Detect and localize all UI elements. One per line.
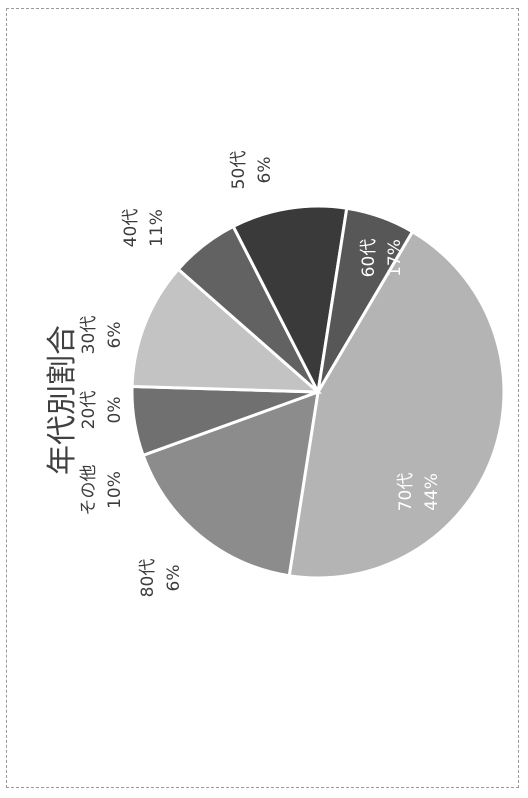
slice-value-label: 0% — [105, 397, 125, 424]
slice-category-label: 60代 — [359, 239, 379, 278]
slice-category-label: 30代 — [79, 316, 99, 355]
slice-value-label: 6% — [105, 322, 125, 349]
slice-label-3: 50代 6% — [229, 151, 275, 190]
slice-category-label: 20代 — [79, 391, 99, 430]
slice-value-label: 6% — [164, 565, 184, 592]
slice-category-label: 50代 — [229, 151, 249, 190]
slice-label-2: 60代 17% — [359, 239, 405, 278]
slice-label-5: 30代 6% — [79, 316, 125, 355]
slice-value-label: 11% — [147, 209, 167, 247]
pie-slice-1 — [287, 229, 506, 580]
slice-label-1: 70代 44% — [396, 473, 442, 512]
slice-label-7: その他 10% — [79, 465, 125, 516]
slice-label-4: 40代 11% — [121, 209, 167, 248]
slice-category-label: その他 — [79, 465, 99, 516]
slice-value-label: 17% — [385, 239, 405, 277]
slice-category-label: 70代 — [396, 473, 416, 512]
slice-value-label: 6% — [255, 157, 275, 184]
pie-slice-2 — [141, 389, 320, 578]
slice-label-6: 20代 0% — [79, 391, 125, 430]
pie-labels: 70代 44% 60代 17% 50代 6% 40代 11% 30代 6% 20代 0% その他 10% 8… — [79, 151, 442, 598]
slice-value-label: 44% — [422, 473, 442, 511]
pie-slice-8 — [316, 206, 415, 393]
pie-slice-4 — [130, 267, 323, 394]
chart-title: 年代別割合 — [45, 325, 80, 475]
slice-label-8: 80代 6% — [138, 559, 184, 598]
slice-value-label: 10% — [105, 471, 125, 509]
pie-slices — [130, 204, 506, 580]
pie-slice-7 — [231, 204, 349, 397]
slice-category-label: 40代 — [121, 209, 141, 248]
slice-category-label: 80代 — [138, 559, 158, 598]
